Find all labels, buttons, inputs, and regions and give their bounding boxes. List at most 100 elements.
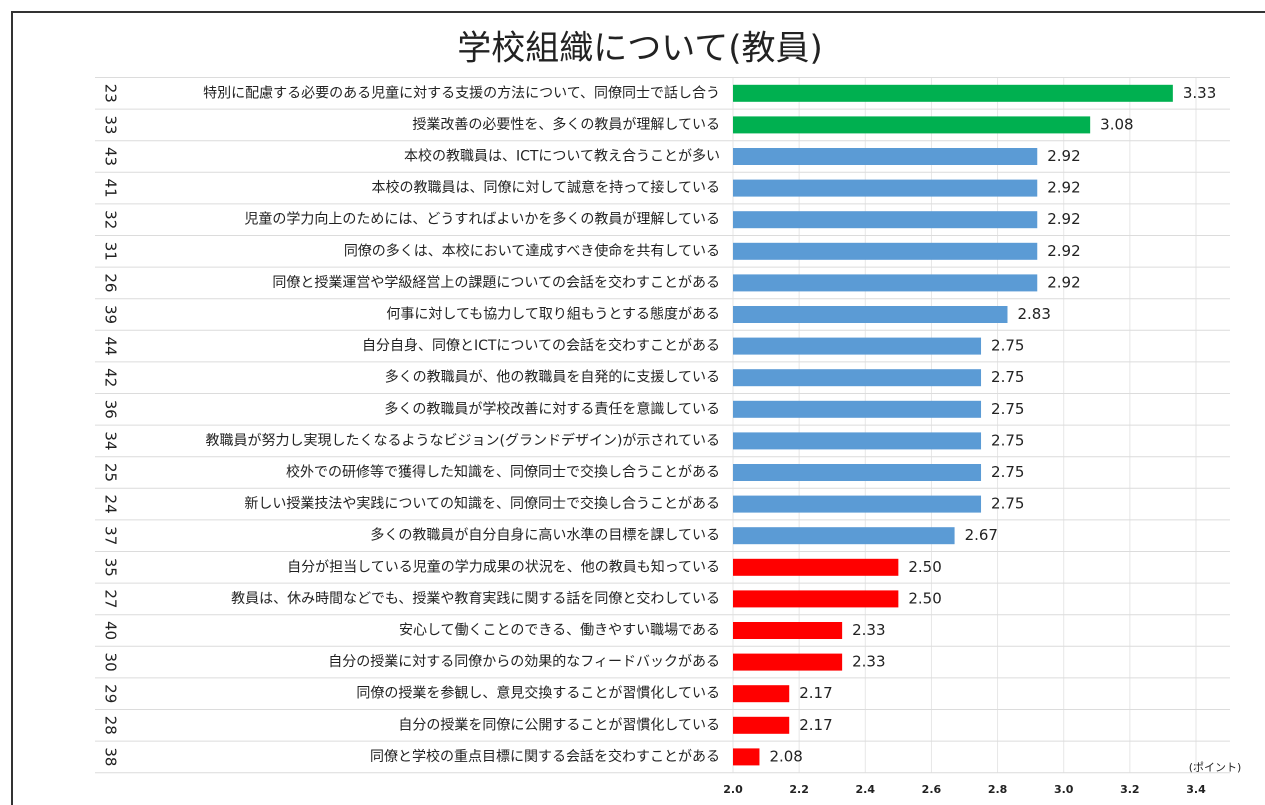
- value-label: 2.75: [991, 368, 1024, 386]
- bar: [733, 590, 899, 608]
- y-tick-label: 同僚と授業運営や学級経営上の課題についての会話を交わすことがある: [272, 274, 720, 291]
- y-tick-label: 多くの教職員が自分自身に高い水準の目標を課している: [370, 527, 720, 544]
- x-unit-label: (ポイント): [1189, 761, 1242, 774]
- value-label: 2.92: [1047, 273, 1080, 291]
- bar: [733, 148, 1038, 165]
- item-number: 44: [102, 337, 120, 356]
- value-label: 2.08: [769, 747, 802, 765]
- frame: [11, 11, 1265, 805]
- y-tick-label: 自分の授業に対する同僚からの効果的なフィードバックがある: [328, 654, 720, 670]
- value-label: 2.75: [991, 431, 1024, 449]
- y-tick-label: 安心して働くことのできる、働きやすい職場である: [399, 623, 720, 639]
- y-tick-label: 児童の学力向上のためには、どうすればよいかを多くの教員が理解している: [244, 211, 720, 228]
- bar: [733, 495, 982, 513]
- item-number: 29: [102, 684, 120, 703]
- item-number: 33: [102, 115, 120, 134]
- item-number: 25: [102, 463, 120, 482]
- item-number: 35: [102, 558, 120, 577]
- bar: [733, 337, 982, 355]
- x-tick-label: 3.2: [1120, 783, 1140, 796]
- bar: [733, 464, 982, 481]
- value-label: 2.83: [1017, 305, 1050, 323]
- chart-title: 学校組織について(教員): [457, 29, 823, 69]
- item-number: 38: [102, 747, 120, 766]
- bar: [733, 242, 1038, 260]
- item-number: 30: [102, 653, 120, 672]
- item-number: 28: [102, 716, 120, 735]
- bar: [733, 748, 760, 766]
- y-tick-label: 同僚と学校の重点目標に関する会話を交わすことがある: [370, 748, 720, 765]
- item-number: 41: [102, 179, 120, 198]
- item-number: 42: [102, 368, 120, 387]
- x-tick-label: 2.2: [789, 783, 809, 796]
- y-tick-label: 自分が担当している児童の学力成果の状況を、他の教員も知っている: [287, 558, 720, 575]
- y-tick-label: 何事に対しても協力して取り組もうとする態度がある: [386, 307, 720, 323]
- value-label: 2.33: [852, 653, 885, 671]
- y-tick-label: 本校の教職員は、同僚に対して誠意を持って接している: [372, 179, 720, 196]
- item-number: 24: [102, 495, 120, 514]
- item-number: 40: [102, 621, 120, 640]
- value-label: 3.33: [1183, 84, 1216, 102]
- value-label: 2.92: [1047, 179, 1080, 197]
- bar: [733, 179, 1038, 197]
- bar: [733, 622, 843, 639]
- value-label: 2.33: [852, 621, 885, 639]
- item-number: 36: [102, 400, 120, 419]
- item-number: 34: [102, 431, 120, 450]
- item-number: 37: [102, 526, 120, 545]
- value-label: 2.50: [908, 558, 941, 576]
- value-label: 2.75: [991, 400, 1024, 418]
- y-tick-label: 教員は、休み時間などでも、授業や教育実践に関する話を同僚と交わしている: [231, 590, 720, 607]
- bar: [733, 306, 1008, 323]
- y-tick-label: 自分自身、同僚とICTについての会話を交わすことがある: [362, 337, 720, 354]
- bar: [733, 527, 955, 545]
- bar: [733, 116, 1091, 134]
- y-tick-label: 教職員が努力し実現したくなるようなビジョン(グランドデザイン)が示されている: [205, 432, 720, 449]
- value-label: 2.92: [1047, 242, 1080, 260]
- item-number: 39: [102, 305, 120, 324]
- bar: [733, 432, 982, 450]
- item-number: 43: [102, 147, 120, 166]
- bar: [733, 211, 1038, 229]
- item-number: 32: [102, 210, 120, 229]
- x-tick-label: 3.4: [1186, 783, 1206, 796]
- y-tick-label: 授業改善の必要性を、多くの教員が理解している: [412, 116, 720, 133]
- x-tick-label: 2.4: [856, 783, 876, 796]
- y-tick-label: 自分の授業を同僚に公開することが習慣化している: [398, 716, 720, 733]
- value-label: 2.92: [1047, 147, 1080, 165]
- y-tick-label: 多くの教職員が学校改善に対する責任を意識している: [384, 400, 720, 417]
- value-label: 2.75: [991, 463, 1024, 481]
- y-tick-label: 同僚の多くは、本校において達成すべき使命を共有している: [344, 242, 720, 259]
- x-tick-label: 2.6: [922, 783, 942, 796]
- value-label: 2.67: [965, 526, 998, 544]
- y-tick-label: 同僚の授業を参観し、意見交換することが習慣化している: [356, 685, 720, 702]
- value-label: 2.92: [1047, 210, 1080, 228]
- y-tick-label: 特別に配慮する必要のある児童に対する支援の方法について、同僚同士で話し合う: [203, 84, 720, 101]
- bar: [733, 716, 790, 734]
- item-number: 31: [102, 242, 120, 261]
- bar: [733, 558, 899, 576]
- value-label: 2.17: [799, 684, 832, 702]
- y-tick-label: 本校の教職員は、ICTについて教え合うことが多い: [404, 148, 720, 165]
- item-number: 26: [102, 273, 120, 292]
- bar: [733, 653, 843, 671]
- item-number: 27: [102, 589, 120, 608]
- bar: [733, 400, 982, 418]
- x-tick-label: 2.0: [723, 783, 743, 796]
- value-label: 2.75: [991, 337, 1024, 355]
- value-label: 2.50: [908, 589, 941, 607]
- bar: [733, 84, 1173, 102]
- bar: [733, 369, 982, 387]
- y-tick-label: 多くの教職員が、他の教職員を自発的に支援している: [385, 369, 720, 386]
- x-tick-label: 3.0: [1054, 783, 1074, 796]
- x-tick-label: 2.8: [988, 783, 1008, 796]
- bar: [733, 274, 1038, 292]
- y-tick-label: 校外での研修等で獲得した知識を、同僚同士で交換し合うことがある: [286, 464, 720, 481]
- item-number: 23: [102, 84, 120, 103]
- value-label: 2.17: [799, 716, 832, 734]
- value-label: 2.75: [991, 495, 1024, 513]
- value-label: 3.08: [1100, 115, 1133, 133]
- bar: [733, 685, 790, 703]
